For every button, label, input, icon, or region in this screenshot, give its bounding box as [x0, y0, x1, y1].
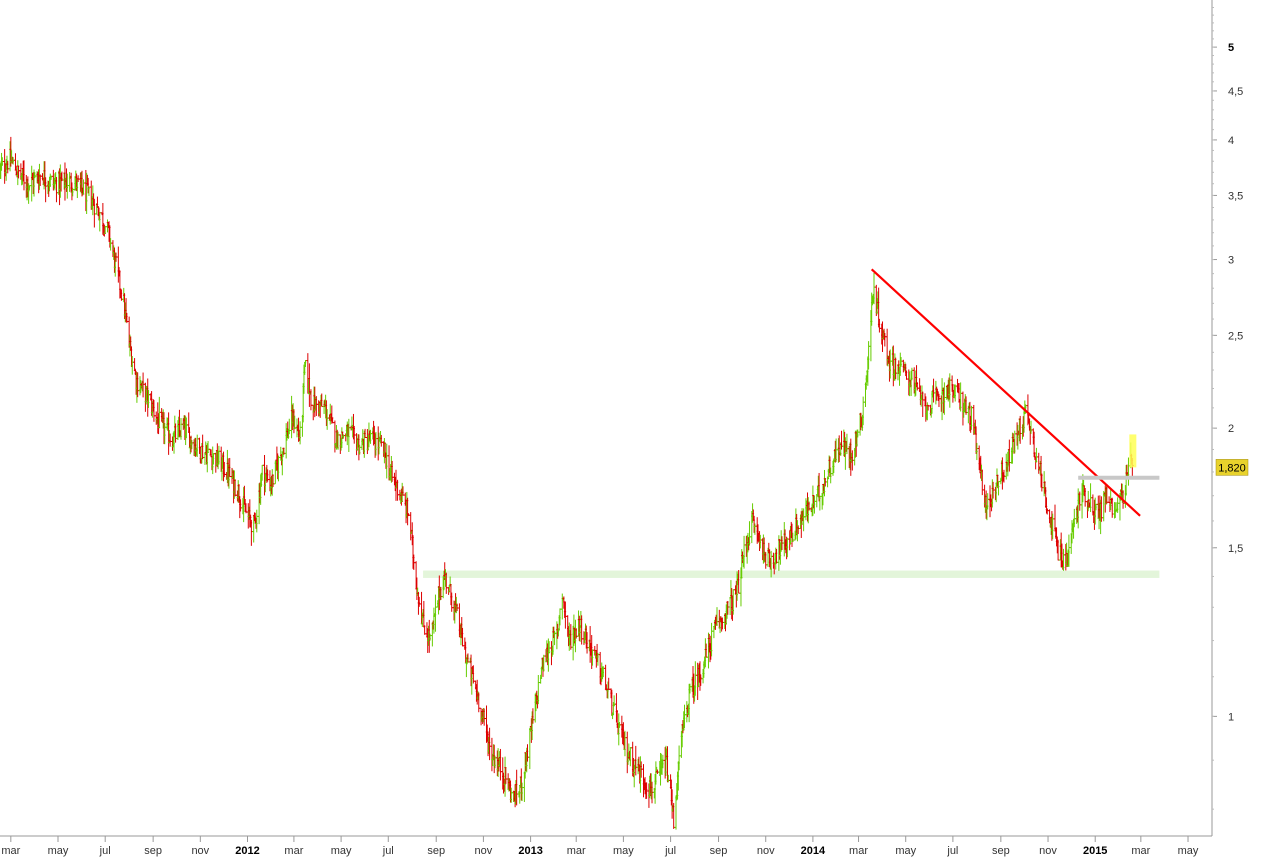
x-tick-label: sep — [427, 845, 445, 857]
x-tick-label: mar — [284, 845, 303, 857]
support-band-layer — [423, 570, 1160, 578]
last-price-tag-bg — [1215, 459, 1249, 476]
x-tick-label: mar — [1131, 845, 1150, 857]
x-tick-label: jul — [382, 845, 394, 857]
y-tick-label: 3 — [1228, 255, 1234, 267]
y-tick-label: 4 — [1228, 135, 1234, 147]
x-tick-label: 2012 — [235, 845, 259, 857]
last-price-tag-label: 1,820 — [1218, 462, 1246, 474]
y-tick-label: 2 — [1228, 423, 1234, 435]
x-tick-label: sep — [710, 845, 728, 857]
x-tick-label: 2013 — [518, 845, 542, 857]
x-tick-label: 2015 — [1083, 845, 1107, 857]
x-tick-label: may — [895, 845, 916, 857]
annotation-layer — [870, 268, 1160, 517]
x-tick-label: nov — [191, 845, 209, 857]
x-tick-label: jul — [99, 845, 111, 857]
price-bar — [674, 795, 678, 830]
y-tick-label: 4,5 — [1228, 86, 1243, 98]
x-tick-label: sep — [992, 845, 1010, 857]
x-tick-label: may — [1178, 845, 1199, 857]
y-tick-label: 1 — [1228, 711, 1234, 723]
y-axis: 1 1,5 2 2,5 3 3,5 4 4,5 5 — [1211, 0, 1243, 836]
x-tick-label: nov — [475, 845, 493, 857]
x-tick-label: 2014 — [801, 845, 826, 857]
last-price-tag: 1,820 — [1215, 459, 1249, 476]
support-band — [423, 570, 1160, 578]
price-bars-layer — [0, 136, 1134, 830]
x-tick-label: mar — [849, 845, 868, 857]
x-tick-label: may — [613, 845, 634, 857]
x-tick-label: may — [48, 845, 69, 857]
y-tick-label: 3,5 — [1228, 190, 1243, 202]
x-tick-label: sep — [144, 845, 162, 857]
y-tick-label: 1,5 — [1228, 543, 1243, 555]
x-tick-label: nov — [757, 845, 775, 857]
resistance-trendline — [870, 268, 1141, 517]
last-bar-highlight — [1129, 434, 1137, 468]
x-tick-label: nov — [1039, 845, 1057, 857]
x-tick-label: mar — [1, 845, 20, 857]
y-tick-label: 2,5 — [1228, 330, 1243, 342]
y-tick-label: 5 — [1228, 42, 1234, 54]
price-bar — [1083, 488, 1087, 507]
price-bar — [818, 495, 822, 511]
x-tick-label: jul — [664, 845, 676, 857]
x-tick-label: jul — [946, 845, 958, 857]
x-axis: mar may jul sep nov 2012 mar may jul sep nov 2013 ma… — [0, 835, 1212, 857]
x-tick-label: may — [331, 845, 352, 857]
x-tick-label: mar — [567, 845, 586, 857]
